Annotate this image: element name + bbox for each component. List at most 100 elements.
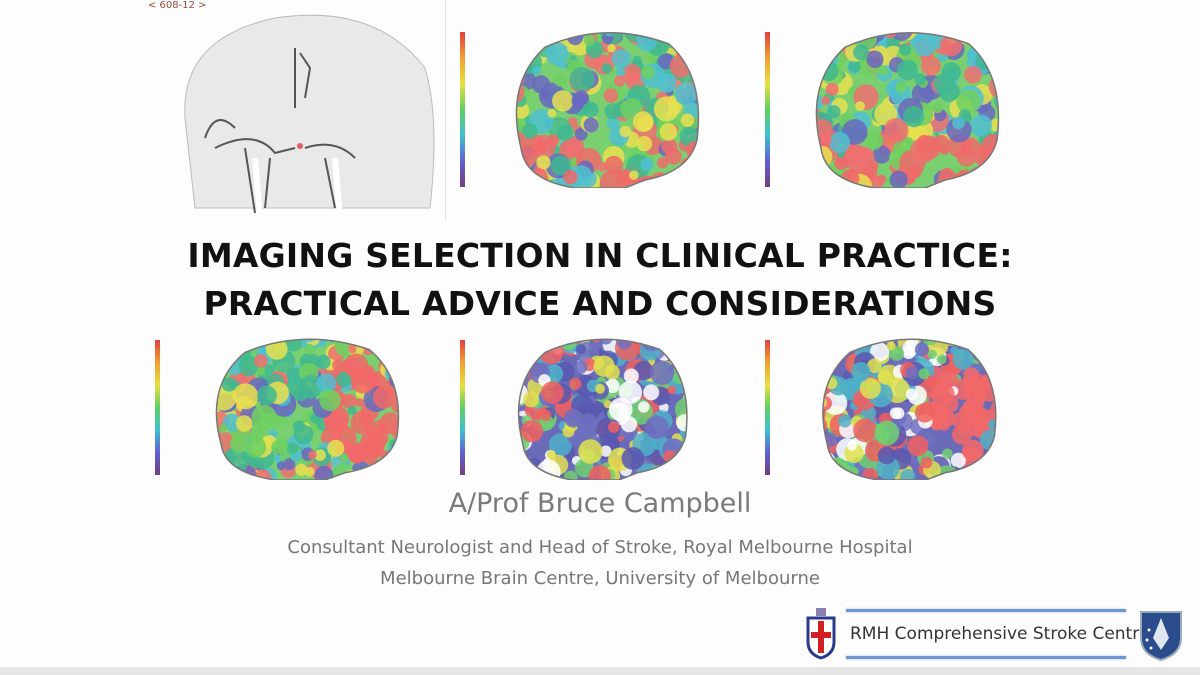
perfusion-blob <box>601 63 612 74</box>
perfusion-blob <box>582 101 599 118</box>
perfusion-blob <box>952 348 974 370</box>
perfusion-blob <box>680 113 695 127</box>
perfusion-blob <box>640 157 654 172</box>
perfusion-blob <box>812 405 823 420</box>
perfusion-blob <box>965 172 988 188</box>
perfusion-blob <box>950 346 959 355</box>
brain-outline <box>515 32 700 188</box>
perfusion-blob <box>816 38 829 58</box>
perfusion-blob <box>818 61 839 82</box>
perfusion-blob <box>593 355 615 377</box>
perfusion-blob <box>927 349 938 360</box>
perfusion-blob <box>393 377 399 387</box>
perfusion-blob <box>936 354 947 365</box>
perfusion-blob <box>574 360 588 374</box>
perfusion-blob <box>844 144 870 171</box>
perfusion-blob <box>822 457 834 472</box>
perfusion-blob <box>840 339 861 348</box>
perfusion-blob <box>848 60 861 73</box>
perfusion-blob <box>636 32 658 52</box>
perfusion-blob <box>545 42 569 66</box>
perfusion-blob <box>527 168 549 188</box>
perfusion-blob <box>990 32 999 43</box>
perfusion-blob <box>962 367 979 383</box>
perfusion-blob <box>238 355 259 377</box>
perfusion-blob <box>232 383 259 410</box>
perfusion-blob <box>221 377 237 392</box>
perfusion-blob <box>865 131 884 150</box>
perfusion-blob <box>989 364 996 381</box>
brain-outline <box>815 32 1000 188</box>
perfusion-blob <box>569 66 595 92</box>
presenter-name: A/Prof Bruce Campbell <box>448 488 752 519</box>
perfusion-blob <box>940 411 956 427</box>
perfusion-blob <box>889 170 908 188</box>
perfusion-blob <box>812 368 821 377</box>
perfusion-blob <box>516 32 525 50</box>
perfusion-blob <box>903 105 925 128</box>
perfusion-blob <box>516 54 524 64</box>
perfusion-blob <box>916 135 941 161</box>
perfusion-blob <box>373 472 389 480</box>
slide-title: IMAGING SELECTION IN CLINICAL PRACTICE: … <box>0 232 1200 328</box>
perfusion-blob <box>390 339 399 350</box>
perfusion-blob <box>674 82 698 106</box>
perfusion-map-image <box>205 338 400 480</box>
perfusion-blob <box>972 347 987 362</box>
perfusion-blob <box>812 353 817 363</box>
brain-outline <box>517 338 688 480</box>
perfusion-blob <box>395 373 399 387</box>
perfusion-blob <box>676 414 687 432</box>
perfusion-blob <box>308 450 317 460</box>
perfusion-blob <box>386 339 399 356</box>
perfusion-blob <box>552 90 574 112</box>
perfusion-blob <box>339 453 349 464</box>
perfusion-blob <box>680 37 691 48</box>
perfusion-blob <box>975 35 987 47</box>
perfusion-blob <box>822 339 833 354</box>
rmh-crest-logo <box>806 608 836 660</box>
perfusion-blob <box>816 125 818 148</box>
perfusion-blob <box>991 65 999 80</box>
perfusion-blob <box>942 448 953 459</box>
perfusion-blob <box>220 354 229 363</box>
perfusion-blob <box>556 124 574 141</box>
perfusion-blob <box>506 130 515 139</box>
perfusion-blob <box>816 93 824 111</box>
perfusion-blob <box>806 173 816 183</box>
perfusion-blob <box>660 464 674 479</box>
perfusion-blob <box>805 60 815 74</box>
perfusion-blob <box>349 339 358 345</box>
perfusion-blob <box>283 458 296 471</box>
perfusion-blob <box>843 32 863 39</box>
perfusion-blob <box>676 164 698 186</box>
perfusion-blob <box>244 436 267 458</box>
perfusion-map-image <box>506 32 700 188</box>
perfusion-blob <box>566 44 576 53</box>
perfusion-blob <box>995 52 999 61</box>
colorbar <box>460 32 465 187</box>
perfusion-blob <box>869 342 890 362</box>
slide-bottom-edge <box>0 667 1200 675</box>
perfusion-blob <box>874 420 900 446</box>
perfusion-blob <box>205 468 213 480</box>
perfusion-blob <box>566 413 579 426</box>
perfusion-blob <box>643 384 660 401</box>
affiliation-1: Consultant Neurologist and Head of Strok… <box>287 537 913 558</box>
perfusion-blob <box>892 407 905 420</box>
perfusion-blob <box>516 63 519 83</box>
perfusion-blob <box>647 32 657 34</box>
perfusion-blob <box>678 449 687 470</box>
perfusion-blob <box>988 419 996 431</box>
title-line-1: IMAGING SELECTION IN CLINICAL PRACTICE: <box>187 236 1013 275</box>
perfusion-blob <box>932 102 943 114</box>
perfusion-blob <box>822 451 836 472</box>
perfusion-blob <box>812 348 823 368</box>
perfusion-blob <box>604 155 624 175</box>
perfusion-blob <box>516 34 530 59</box>
perfusion-blob <box>623 368 639 384</box>
perfusion-blob <box>532 65 542 75</box>
perfusion-blob <box>687 51 699 67</box>
colorbar <box>765 32 770 187</box>
angiogram-image <box>184 14 435 219</box>
